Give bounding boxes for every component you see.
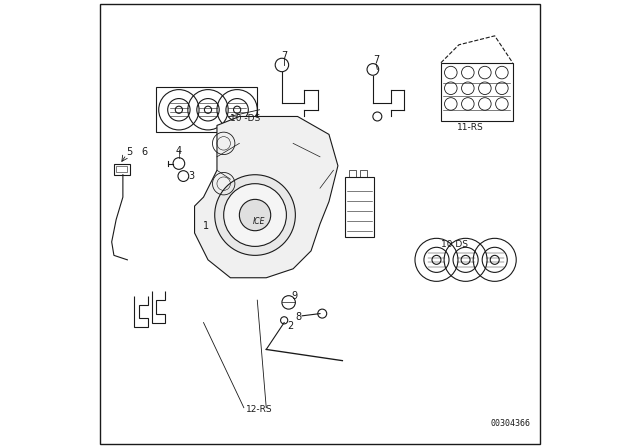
Text: ICE: ICE [253,217,266,226]
Text: 5: 5 [127,147,132,157]
Text: 7: 7 [373,56,379,65]
Text: 10 DS: 10 DS [441,240,468,249]
Text: 4: 4 [176,146,182,156]
Bar [441,63,513,121]
Bar [360,170,367,177]
Text: 12-RS: 12-RS [246,405,273,414]
Text: 00304366: 00304366 [490,419,531,428]
Text: 9: 9 [291,291,297,301]
Text: 7: 7 [281,51,287,61]
Bar [349,170,356,177]
Text: 3: 3 [188,171,194,181]
Circle shape [215,175,296,255]
Circle shape [224,184,287,246]
Bar [116,166,127,172]
Text: 2: 2 [287,321,294,331]
Text: 11-RS: 11-RS [457,123,483,132]
Bar [345,177,374,237]
Bar [114,164,130,175]
Text: 6: 6 [141,147,147,157]
Bar [157,87,257,132]
Circle shape [239,199,271,231]
Polygon shape [195,116,338,278]
Text: 1: 1 [203,221,209,231]
Text: 8: 8 [295,312,301,322]
Text: 10 -DS: 10 -DS [230,114,260,123]
